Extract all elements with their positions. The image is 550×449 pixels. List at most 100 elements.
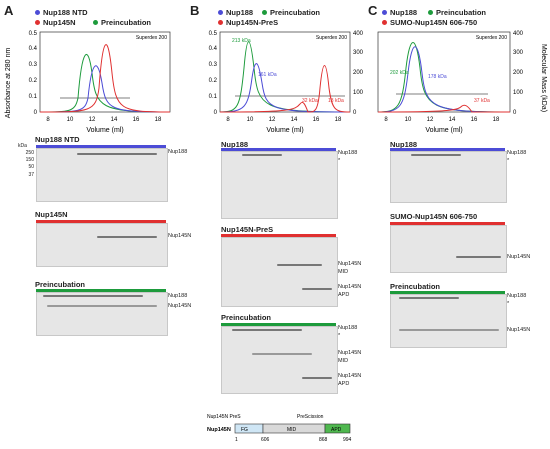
fraction-bar-blue bbox=[221, 148, 336, 151]
gel-title-b1: Nup188 bbox=[221, 140, 249, 149]
legend-dot bbox=[262, 10, 267, 15]
fraction-bar-green bbox=[36, 289, 166, 292]
position: 606 bbox=[261, 437, 270, 443]
panel-letter-c: C bbox=[368, 3, 378, 18]
legend-label: Nup188 bbox=[226, 8, 254, 17]
band-label: Nup145N bbox=[507, 327, 531, 333]
ytick: 0.5 bbox=[209, 31, 218, 37]
mass-annotation: 13 kDa bbox=[328, 98, 344, 104]
fraction-bar-red bbox=[390, 222, 505, 225]
column-label: Superdex 200 bbox=[316, 35, 347, 41]
band bbox=[47, 305, 157, 307]
xtick: 14 bbox=[291, 117, 298, 123]
mass-annotation: 213 kDa bbox=[232, 38, 251, 44]
band bbox=[302, 377, 332, 379]
xtick: 12 bbox=[89, 117, 96, 123]
band-label: Nup188 bbox=[507, 150, 527, 156]
band-label: MID bbox=[338, 358, 349, 364]
domain-apd bbox=[324, 423, 351, 434]
mw-marker: 50 bbox=[28, 164, 34, 170]
legend-row-c1: Nup188 bbox=[382, 8, 417, 17]
fraction-bar-green bbox=[221, 323, 336, 326]
position: 868 bbox=[319, 437, 328, 443]
band-label: Nup188 bbox=[168, 149, 188, 155]
panel-letter-a: A bbox=[4, 3, 14, 18]
legend-row-a2: Nup145N bbox=[35, 18, 76, 27]
band bbox=[232, 329, 302, 331]
band-label: Nup188 bbox=[507, 293, 527, 299]
ytick: 0.1 bbox=[29, 94, 38, 100]
band-label: * bbox=[507, 301, 510, 307]
ytick: 0.3 bbox=[29, 62, 38, 68]
legend-dot bbox=[35, 20, 40, 25]
band bbox=[252, 353, 312, 355]
xtick: 14 bbox=[111, 117, 118, 123]
trace-nup145n bbox=[39, 44, 171, 113]
legend-row-b2: Preincubation bbox=[262, 8, 320, 17]
mass-annotation: 37 kDa bbox=[474, 98, 490, 104]
band-label: Nup145N bbox=[338, 373, 362, 379]
ytick: 0.3 bbox=[209, 62, 218, 68]
ytick-right: 300 bbox=[353, 50, 364, 56]
legend-dot bbox=[428, 10, 433, 15]
trace-nup188 bbox=[219, 63, 351, 113]
xtick: 8 bbox=[226, 117, 230, 123]
band bbox=[77, 153, 157, 155]
legend-label: Nup145N bbox=[43, 18, 76, 27]
band-label: * bbox=[338, 158, 341, 164]
band bbox=[302, 288, 332, 290]
domain-fg bbox=[234, 423, 264, 434]
legend-row-c2: Preincubation bbox=[428, 8, 486, 17]
position: 994 bbox=[343, 437, 352, 443]
gel-a2 bbox=[36, 223, 168, 267]
gel-c2 bbox=[390, 225, 507, 273]
ytick-right: 200 bbox=[513, 70, 524, 76]
band bbox=[242, 154, 282, 156]
xtick: 16 bbox=[313, 117, 320, 123]
legend-label: Preincubation bbox=[436, 8, 487, 17]
ytick: 0.4 bbox=[29, 46, 38, 52]
ytick-right: 0 bbox=[513, 110, 517, 116]
cleavage-label: PreScission bbox=[297, 414, 324, 420]
gel-title-c3: Preincubation bbox=[390, 282, 441, 291]
schematic-name: Nup145N PreS bbox=[207, 414, 241, 420]
xtick: 18 bbox=[335, 117, 342, 123]
ytick-right: 100 bbox=[513, 90, 524, 96]
mass-annotation: 178 kDa bbox=[428, 74, 447, 80]
mw-marker: 37 bbox=[28, 172, 34, 178]
domain-label: MID bbox=[287, 427, 297, 433]
band bbox=[456, 256, 501, 258]
band bbox=[411, 154, 461, 156]
gel-title-a1: Nup188 NTD bbox=[35, 135, 80, 144]
legend-row-a3: Preincubation bbox=[93, 18, 151, 27]
gel-title-b2: Nup145N-PreS bbox=[221, 225, 274, 234]
xtick: 12 bbox=[427, 117, 434, 123]
ytick-right: 100 bbox=[353, 90, 364, 96]
gel-c3 bbox=[390, 294, 507, 348]
ytick: 0.1 bbox=[209, 94, 218, 100]
panel-letter-b: B bbox=[190, 3, 200, 18]
band-label: Nup188 bbox=[338, 325, 358, 331]
plot-frame bbox=[377, 31, 511, 113]
legend-label: Nup188 bbox=[390, 8, 418, 17]
trace-nup145n-pres bbox=[219, 65, 351, 113]
x-axis-label: Volume (ml) bbox=[86, 127, 123, 134]
band-label: Nup145N bbox=[338, 284, 362, 290]
band-label: Nup188 bbox=[338, 150, 358, 156]
y-axis-label: Absorbance at 280 nm bbox=[5, 48, 12, 119]
xtick: 18 bbox=[155, 117, 162, 123]
gel-title-a3: Preincubation bbox=[35, 280, 86, 289]
legend-dot bbox=[35, 10, 40, 15]
gel-a1 bbox=[36, 148, 168, 202]
band-label: Nup188 bbox=[168, 293, 188, 299]
xtick: 10 bbox=[247, 117, 254, 123]
ytick: 0.2 bbox=[209, 78, 218, 84]
gel-b3 bbox=[221, 326, 338, 394]
trace-nup188ntd bbox=[39, 65, 171, 113]
trace-preincubation bbox=[39, 53, 171, 113]
ytick-right: 300 bbox=[513, 50, 524, 56]
mass-annotation: 32 kDa bbox=[302, 98, 318, 104]
ytick-right: 400 bbox=[513, 31, 524, 37]
gel-title-b3: Preincubation bbox=[221, 313, 272, 322]
xtick: 12 bbox=[269, 117, 276, 123]
